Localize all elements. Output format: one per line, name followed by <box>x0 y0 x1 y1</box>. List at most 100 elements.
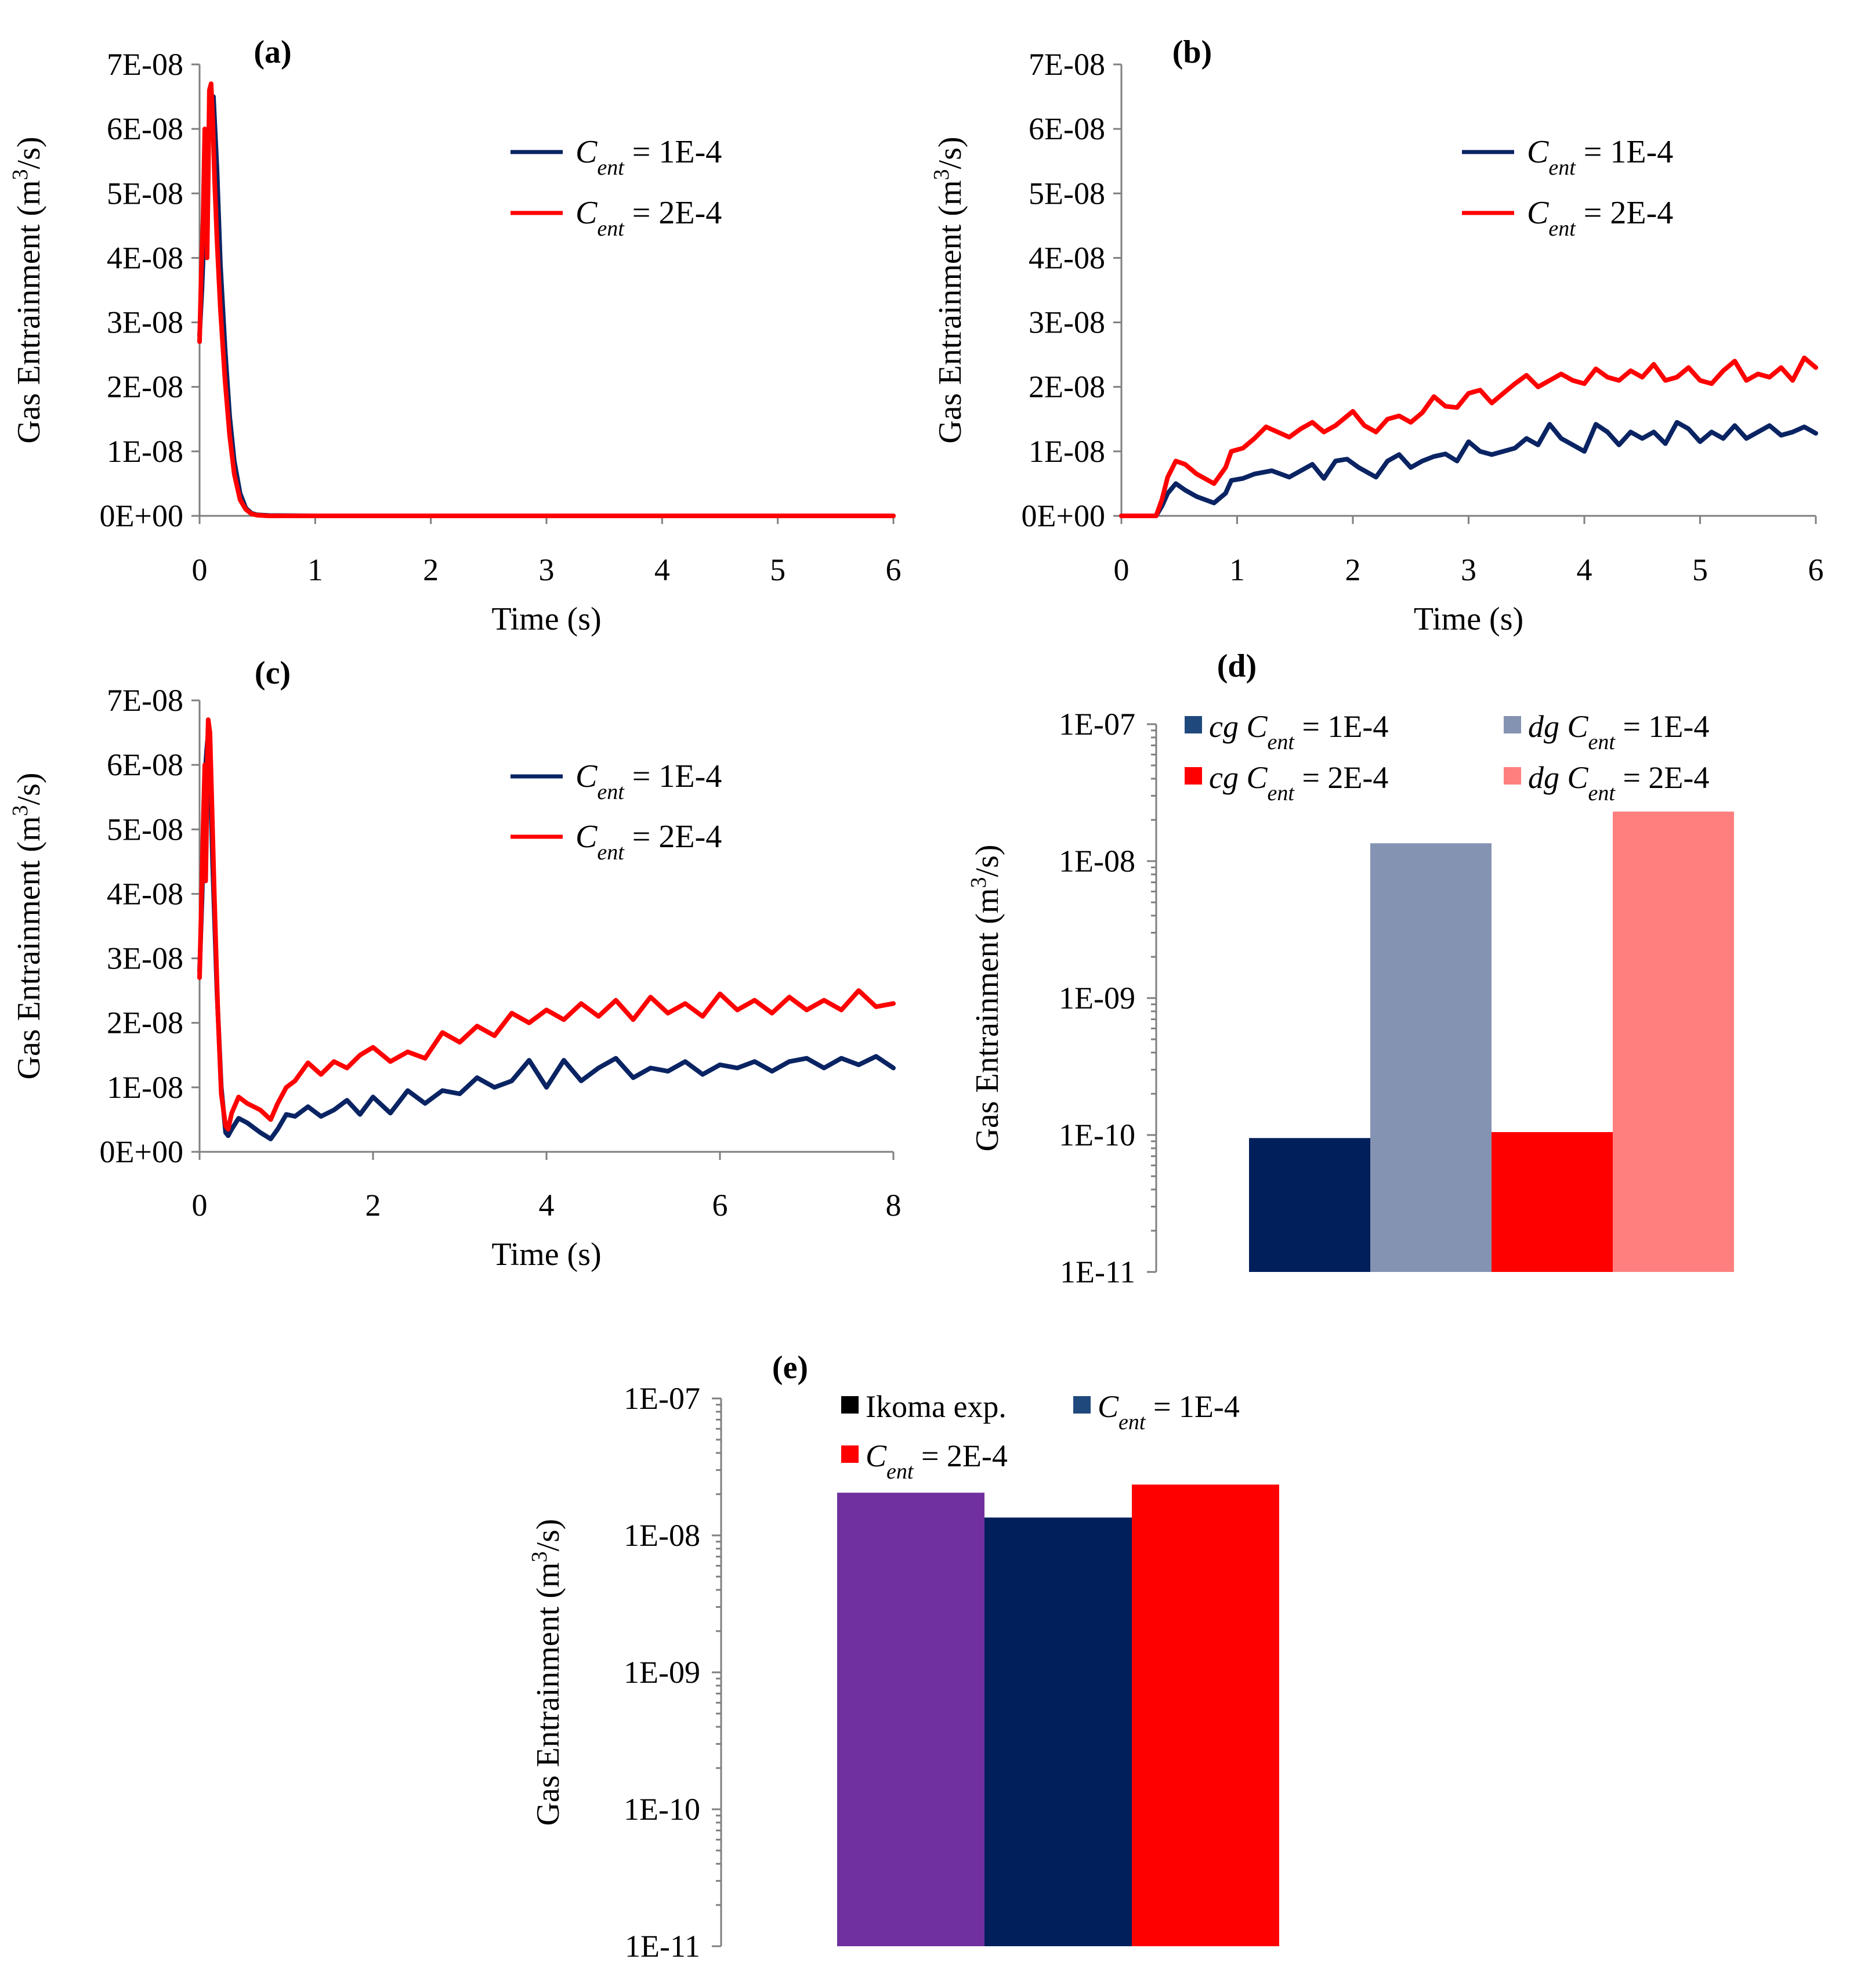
bar <box>1613 811 1734 1272</box>
bar <box>1370 843 1492 1272</box>
y-tick-label: 2E-08 <box>107 370 183 404</box>
y-tick-label: 3E-08 <box>107 941 183 976</box>
y-tick-label: 2E-08 <box>107 1006 183 1040</box>
y-tick-label: 6E-08 <box>107 111 183 146</box>
legend-entry: Cent = 2E-4 <box>575 819 722 865</box>
x-tick-label: 3 <box>539 552 555 587</box>
legend-entry: Cent = 1E-4 <box>575 134 722 180</box>
y-tick-label: 1E-08 <box>107 1070 183 1105</box>
x-axis-label: Time (s) <box>491 1237 601 1273</box>
y-tick-label: 1E-09 <box>624 1655 700 1690</box>
panel-label: (b) <box>1172 34 1212 70</box>
legend-swatch <box>841 1445 859 1463</box>
y-axis-label: Gas Entrainment (m3/s) <box>8 772 47 1079</box>
y-tick-label: 4E-08 <box>107 876 183 911</box>
legend-entry: cg Cent = 2E-4 <box>1209 760 1388 805</box>
x-tick-label: 6 <box>886 552 902 587</box>
x-tick-label: 0 <box>192 552 208 587</box>
legend-swatch <box>1185 716 1202 733</box>
x-tick-label: 3 <box>1461 552 1476 587</box>
y-tick-label: 1E-08 <box>1059 844 1135 879</box>
series-line-2 <box>1119 355 1818 518</box>
y-axis-label: Gas Entrainment (m3/s) <box>8 136 47 443</box>
series-line-1 <box>1119 420 1818 518</box>
x-tick-label: 4 <box>1577 552 1592 587</box>
legend-entry: dg Cent = 1E-4 <box>1528 709 1709 754</box>
y-tick-label: 1E-08 <box>1029 434 1105 469</box>
series-line-1 <box>197 94 896 518</box>
y-tick-label: 6E-08 <box>107 747 183 782</box>
legend-swatch <box>1504 716 1521 733</box>
series-line-1 <box>197 730 896 1141</box>
y-tick-label: 7E-08 <box>1029 47 1105 82</box>
y-tick-label: 1E-10 <box>1059 1118 1135 1152</box>
y-tick-label: 0E+00 <box>100 1134 183 1169</box>
legend-swatch <box>1185 767 1202 785</box>
panel-label: (c) <box>255 655 291 691</box>
y-tick-label: 1E-09 <box>1059 981 1135 1015</box>
y-tick-label: 7E-08 <box>107 683 183 718</box>
panel-label: (a) <box>254 34 291 70</box>
x-tick-label: 2 <box>365 1188 381 1223</box>
bar <box>837 1492 984 1946</box>
panel-b: 0E+00 1E-08 2E-08 3E-08 4E-08 5E-08 6E-08 7E-08… <box>1022 34 1824 637</box>
legend-swatch <box>841 1396 859 1414</box>
x-tick-label: 5 <box>770 552 785 587</box>
legend-entry: Ikoma exp. <box>866 1389 1007 1424</box>
x-tick-label: 4 <box>539 1188 555 1223</box>
bar <box>984 1517 1132 1946</box>
x-tick-label: 0 <box>192 1188 208 1223</box>
x-tick-label: 1 <box>307 552 323 587</box>
y-tick-label: 3E-08 <box>1029 305 1105 340</box>
y-tick-label: 1E-11 <box>625 1929 700 1964</box>
y-tick-label: 5E-08 <box>107 176 183 211</box>
legend-entry: dg Cent = 2E-4 <box>1528 760 1709 805</box>
y-tick-label: 1E-07 <box>624 1381 700 1416</box>
y-tick-label: 4E-08 <box>1029 240 1105 275</box>
y-tick-label: 1E-08 <box>624 1518 700 1553</box>
y-tick-label: 5E-08 <box>107 812 183 847</box>
x-axis-label: Time (s) <box>1414 601 1523 637</box>
legend-entry: Cent = 2E-4 <box>866 1438 1008 1484</box>
y-tick-label: 0E+00 <box>100 498 183 533</box>
panel-c: 0E+00 1E-08 2E-08 3E-08 4E-08 5E-08 6E-08 7E-08… <box>100 655 902 1273</box>
y-axis-label: Gas Entrainment (m3/s) <box>929 136 968 443</box>
series-line-2 <box>197 81 896 518</box>
y-tick-label: 1E-08 <box>107 434 183 469</box>
panel-d: 1E-11 1E-10 1E-09 1E-08 1E-07 cg Cent = 1E-4 d… <box>1059 648 1734 1289</box>
legend-entry: Cent = 2E-4 <box>575 195 722 241</box>
legend-entry: Cent = 1E-4 <box>1527 134 1673 180</box>
y-tick-label: 1E-10 <box>624 1792 700 1827</box>
bar <box>1132 1484 1279 1946</box>
y-tick-label: 1E-11 <box>1060 1255 1135 1289</box>
y-tick-label: 5E-08 <box>1029 176 1105 211</box>
x-tick-label: 4 <box>654 552 670 587</box>
y-tick-label: 7E-08 <box>107 47 183 82</box>
legend-entry: Cent = 2E-4 <box>1527 195 1673 241</box>
y-tick-label: 2E-08 <box>1029 370 1105 404</box>
legend-entry: Cent = 1E-4 <box>575 758 722 804</box>
x-tick-label: 0 <box>1114 552 1130 587</box>
panel-e: 1E-11 1E-10 1E-09 1E-08 1E-07 Ikoma exp. Cent … <box>624 1350 1279 1964</box>
x-tick-label: 2 <box>423 552 439 587</box>
series-line-2 <box>197 717 896 1132</box>
legend-entry: cg Cent = 1E-4 <box>1209 709 1388 754</box>
y-tick-label: 0E+00 <box>1022 498 1105 533</box>
x-tick-label: 5 <box>1692 552 1708 587</box>
panel-a: 0E+00 1E-08 2E-08 3E-08 4E-08 5E-08 6E-08 7E-08… <box>100 34 902 637</box>
panel-label: (e) <box>772 1350 808 1386</box>
legend-swatch <box>1504 767 1521 785</box>
x-tick-label: 1 <box>1229 552 1245 587</box>
x-tick-label: 8 <box>886 1188 902 1223</box>
y-tick-label: 3E-08 <box>107 305 183 340</box>
bar <box>1492 1132 1613 1272</box>
panel-label: (d) <box>1217 648 1257 684</box>
x-tick-label: 2 <box>1345 552 1361 587</box>
y-tick-label: 4E-08 <box>107 240 183 275</box>
y-tick-label: 6E-08 <box>1029 111 1105 146</box>
y-tick-label: 1E-07 <box>1059 707 1135 742</box>
legend-swatch <box>1073 1396 1091 1414</box>
legend-entry: Cent = 1E-4 <box>1098 1389 1240 1434</box>
x-tick-label: 6 <box>712 1188 728 1223</box>
